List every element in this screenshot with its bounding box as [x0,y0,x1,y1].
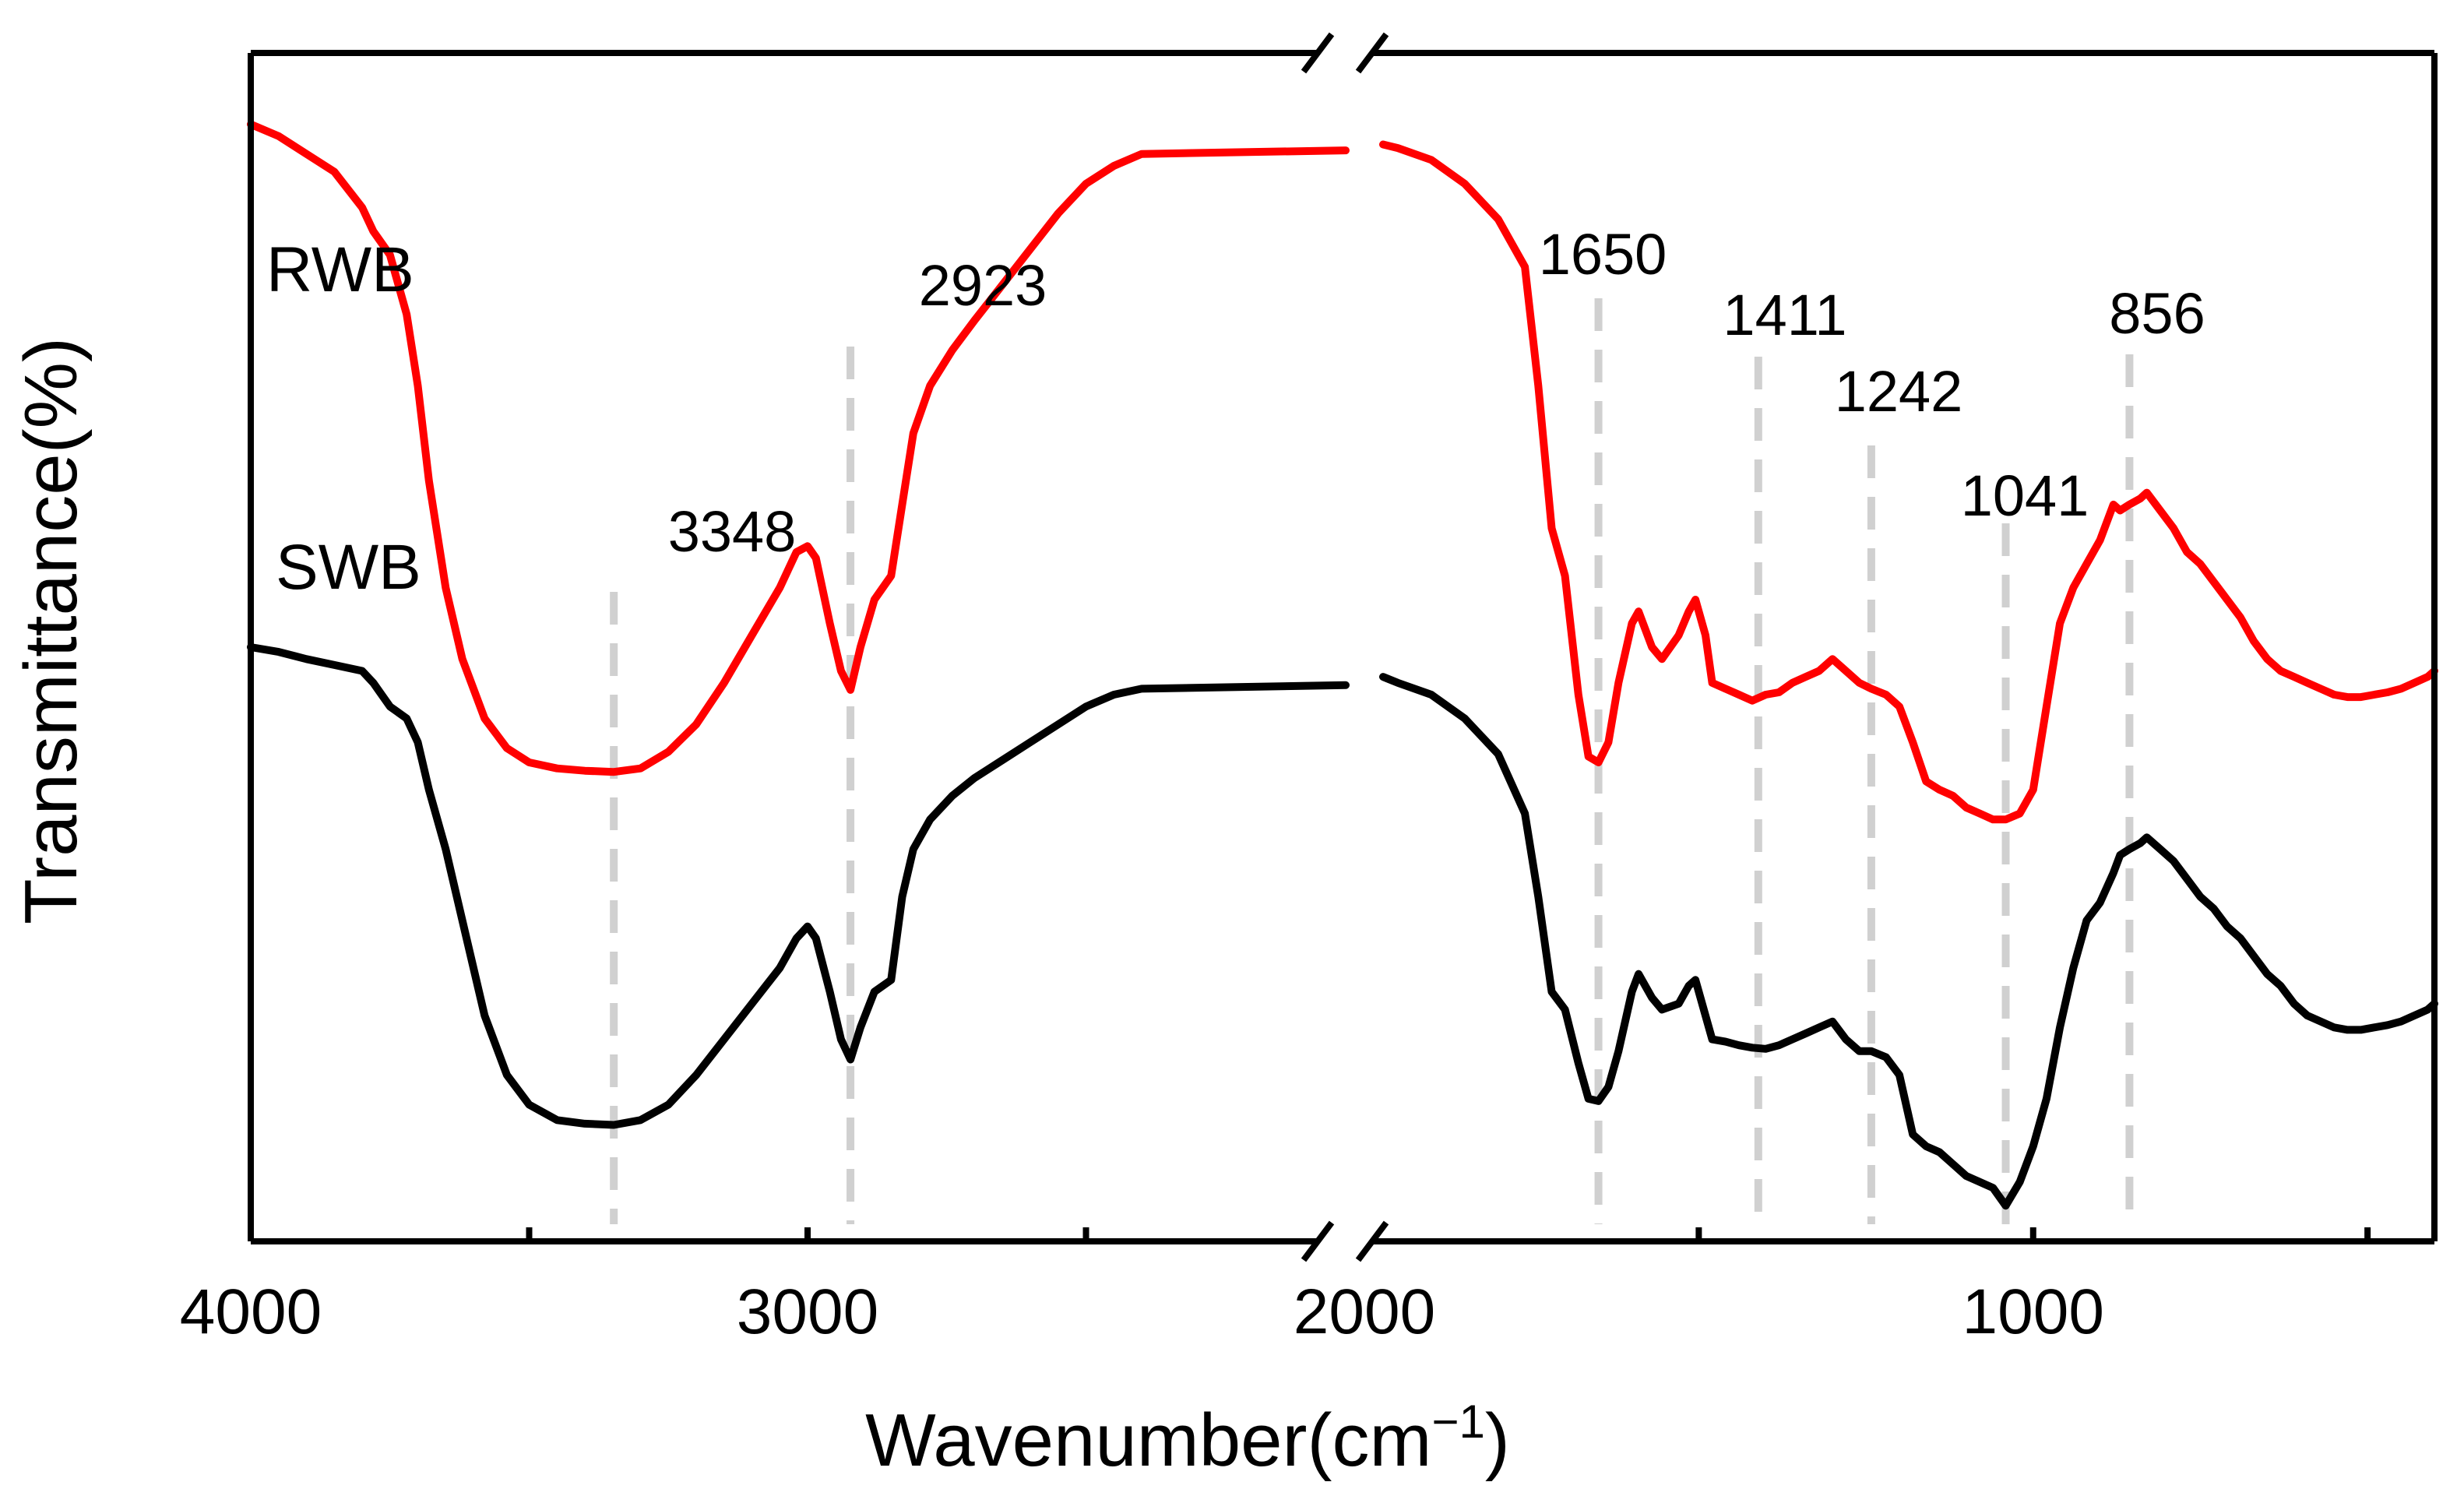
peak-label-1041: 1041 [1961,463,2089,528]
peak-label-1242: 1242 [1835,359,1963,424]
x-ticks: 4000 3000 2000 1000 [180,1227,2371,1347]
plot-frame [248,32,2438,1262]
series-labels: RWB SWB [266,234,421,603]
x-axis-title-superscript: −1 [1431,1396,1484,1448]
peak-label-856: 856 [2109,281,2205,346]
series-label-rwb: RWB [266,234,414,305]
axis-break-top-b [1355,32,1389,74]
series-lines [247,120,2438,1210]
x-tick-label: 3000 [737,1276,878,1347]
peak-label-1411: 1411 [1723,283,1846,347]
x-tick-label: 4000 [180,1276,322,1347]
series-line-swb-right [1379,673,2438,1210]
axis-break-bottom-a [1301,1220,1335,1262]
axis-break-bottom-b [1355,1220,1389,1262]
peak-label-3348: 3348 [668,499,797,564]
y-axis-title: Transmittance(%) [9,337,93,924]
peak-label-2923: 2923 [919,253,1047,318]
series-line-swb-left [247,643,1350,1129]
series-line-rwb-left [247,120,1350,776]
peak-labels: 3348 2923 1650 1411 1242 1041 856 [668,222,2205,564]
series-line-rwb-right [1379,140,2438,824]
series-label-swb: SWB [276,532,421,603]
x-axis-title-main: Wavenumber(cm [865,1399,1431,1482]
x-tick-label: 1000 [1962,1276,2104,1347]
x-tick-label: 2000 [1294,1276,1435,1347]
peak-label-1650: 1650 [1539,222,1667,287]
axis-break-top-a [1301,32,1335,74]
x-axis-title-close: ) [1485,1399,1510,1482]
x-axis-title: Wavenumber(cm−1) [865,1396,1510,1482]
